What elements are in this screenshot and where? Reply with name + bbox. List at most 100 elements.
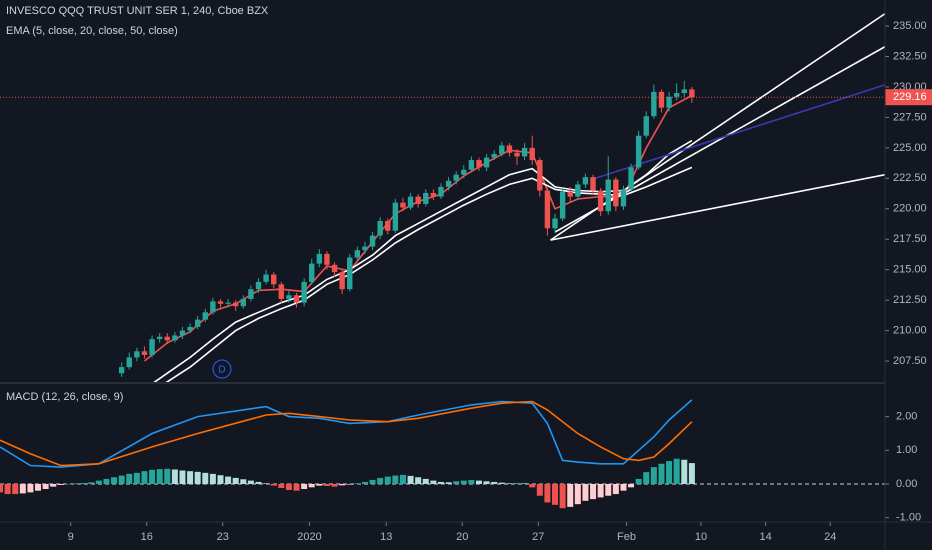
histogram-bar bbox=[12, 483, 19, 495]
candle-body bbox=[301, 281, 307, 303]
histogram-bar bbox=[187, 471, 194, 484]
candle-body bbox=[430, 192, 437, 197]
candle-body bbox=[324, 253, 330, 265]
histogram-bar bbox=[118, 475, 125, 484]
histogram-bar bbox=[194, 471, 201, 484]
y-tick-label: 1.00 bbox=[896, 444, 917, 456]
histogram-bar bbox=[468, 479, 475, 484]
candle-body bbox=[559, 191, 566, 219]
candle-body bbox=[673, 93, 680, 97]
x-tick-label: 14 bbox=[760, 531, 772, 543]
candle-body bbox=[499, 145, 505, 154]
candle-body bbox=[126, 357, 132, 368]
candle-body bbox=[217, 301, 224, 304]
histogram-bar bbox=[42, 483, 49, 490]
histogram-bar bbox=[225, 476, 232, 484]
candle-body bbox=[666, 96, 672, 108]
histogram-bar bbox=[521, 483, 528, 484]
histogram-bar bbox=[628, 483, 635, 488]
candle-body bbox=[347, 257, 353, 290]
candle-body bbox=[149, 339, 155, 355]
histogram-bar bbox=[111, 477, 118, 484]
histogram-bar bbox=[103, 478, 110, 484]
candle-body bbox=[339, 272, 345, 290]
histogram-bar bbox=[141, 471, 148, 484]
histogram-bar bbox=[346, 483, 353, 485]
line-series bbox=[550, 173, 885, 241]
histogram-bar bbox=[582, 483, 589, 501]
x-tick-label: 23 bbox=[217, 531, 229, 543]
candle-body bbox=[620, 189, 627, 207]
candle-body bbox=[643, 116, 649, 136]
histogram-bar bbox=[552, 483, 559, 505]
x-tick-label: 9 bbox=[68, 531, 74, 543]
candle-body bbox=[377, 220, 383, 236]
histogram-bar bbox=[567, 483, 574, 507]
y-tick-label: 210.00 bbox=[893, 325, 927, 337]
histogram-bar bbox=[339, 483, 346, 486]
candle-body bbox=[461, 169, 467, 175]
indicator-label: EMA (5, close, 20, close, 50, close) bbox=[6, 25, 178, 37]
candle-body bbox=[407, 196, 414, 208]
candle-body bbox=[248, 289, 254, 299]
histogram-bar bbox=[156, 469, 163, 484]
candle-body bbox=[331, 264, 338, 273]
histogram-bar bbox=[19, 483, 26, 494]
candle-body bbox=[575, 184, 581, 197]
histogram-bar bbox=[498, 482, 505, 484]
histogram-bar bbox=[445, 482, 452, 484]
event-marker-label[interactable]: D bbox=[218, 365, 225, 376]
histogram-bar bbox=[126, 473, 133, 484]
candle-body bbox=[476, 160, 482, 168]
histogram-bar bbox=[35, 483, 42, 491]
y-tick-label: 222.50 bbox=[893, 172, 927, 184]
histogram-bar bbox=[0, 483, 3, 493]
candle-body bbox=[164, 336, 170, 341]
histogram-bar bbox=[209, 473, 216, 484]
histogram-bar bbox=[536, 483, 543, 496]
y-tick-label: 207.50 bbox=[893, 355, 927, 367]
candle-body bbox=[483, 157, 490, 168]
histogram-bar bbox=[202, 472, 209, 484]
candle-body bbox=[278, 284, 285, 299]
candle-body bbox=[521, 147, 528, 157]
histogram-bar bbox=[673, 458, 680, 484]
candle-body bbox=[210, 301, 216, 313]
histogram-bar bbox=[514, 482, 521, 484]
y-tick-label: 227.50 bbox=[893, 111, 927, 123]
y-tick-label: 2.00 bbox=[896, 411, 917, 423]
candle-body bbox=[605, 179, 611, 212]
x-tick-label: 16 bbox=[141, 531, 153, 543]
histogram-bar bbox=[232, 477, 239, 484]
candle-body bbox=[118, 367, 125, 374]
histogram-bar bbox=[171, 469, 178, 484]
y-tick-label: 225.00 bbox=[893, 142, 927, 154]
histogram-bar bbox=[27, 483, 34, 493]
candle-body bbox=[263, 274, 269, 282]
histogram-bar bbox=[263, 483, 270, 484]
candle-body bbox=[385, 220, 391, 231]
histogram-bar bbox=[247, 480, 254, 484]
histogram-bar bbox=[240, 479, 247, 484]
histogram-bar bbox=[50, 483, 57, 487]
histogram-bar bbox=[460, 480, 467, 484]
x-tick-label: 20 bbox=[456, 531, 468, 543]
candle-body bbox=[468, 160, 475, 170]
histogram-bar bbox=[574, 483, 581, 505]
histogram-bar bbox=[4, 483, 11, 495]
candle-body bbox=[286, 295, 292, 299]
candle-body bbox=[309, 263, 315, 282]
candle-body bbox=[552, 218, 558, 229]
macd-label: MACD (12, 26, close, 9) bbox=[6, 391, 123, 403]
candle-body bbox=[369, 235, 376, 247]
histogram-bar bbox=[384, 476, 391, 484]
candle-body bbox=[156, 336, 163, 340]
candle-body bbox=[232, 302, 239, 307]
event-marker[interactable] bbox=[212, 359, 232, 379]
candle-body bbox=[179, 330, 186, 336]
candle-body bbox=[491, 153, 497, 158]
histogram-bar bbox=[179, 470, 186, 484]
candle-body bbox=[689, 89, 695, 98]
x-tick-label: Feb bbox=[617, 531, 636, 543]
